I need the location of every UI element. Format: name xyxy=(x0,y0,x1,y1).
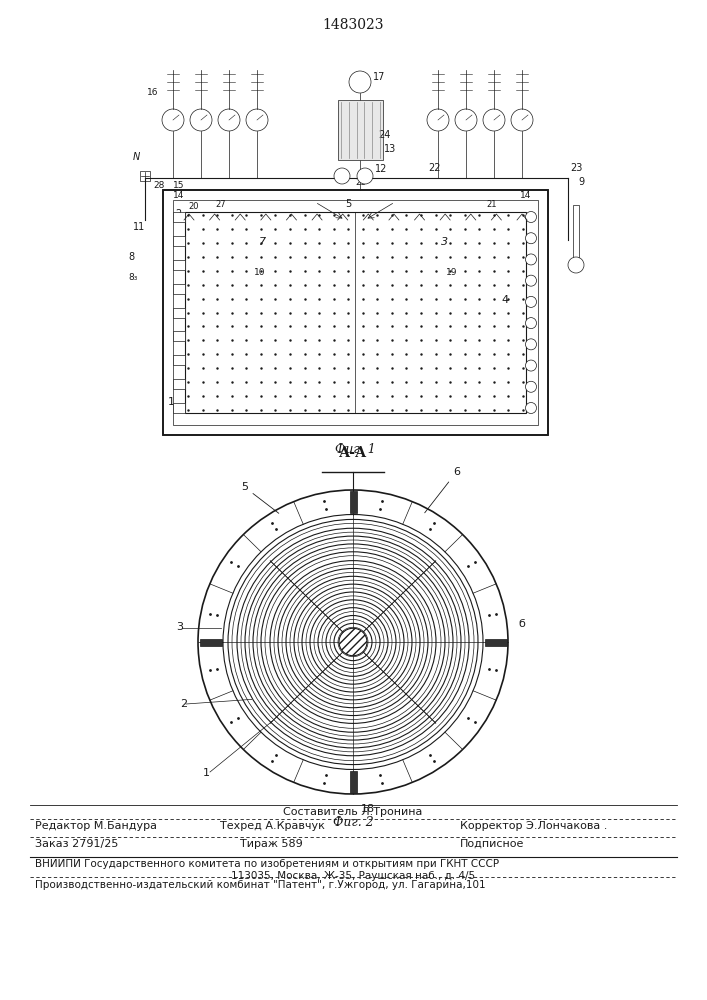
Text: Корректор Э.Лончакова .: Корректор Э.Лончакова . xyxy=(460,821,607,831)
Bar xyxy=(173,331,185,341)
Text: 14: 14 xyxy=(173,191,185,200)
Ellipse shape xyxy=(223,515,483,769)
Text: 19: 19 xyxy=(446,268,457,277)
Text: 5: 5 xyxy=(241,482,279,513)
Bar xyxy=(173,212,185,222)
Text: 9: 9 xyxy=(578,177,584,187)
Circle shape xyxy=(525,339,537,350)
Text: 1483023: 1483023 xyxy=(322,18,384,32)
Circle shape xyxy=(525,233,537,244)
Circle shape xyxy=(525,212,537,223)
Bar xyxy=(185,212,526,413)
Circle shape xyxy=(525,318,537,329)
Circle shape xyxy=(568,257,584,273)
Text: 21: 21 xyxy=(486,200,496,209)
Circle shape xyxy=(525,402,537,414)
Text: 10: 10 xyxy=(254,268,266,277)
Bar xyxy=(338,100,383,160)
Text: 5: 5 xyxy=(345,199,351,209)
Bar xyxy=(173,355,185,365)
Circle shape xyxy=(349,71,371,93)
Circle shape xyxy=(525,381,537,392)
Ellipse shape xyxy=(339,628,367,656)
Text: 4: 4 xyxy=(501,295,508,305)
Text: 15: 15 xyxy=(173,181,185,190)
Text: 8₃: 8₃ xyxy=(128,273,137,282)
Bar xyxy=(185,212,526,413)
Circle shape xyxy=(162,109,184,131)
Circle shape xyxy=(246,109,268,131)
Text: 113035, Москва, Ж-35, Раушская наб., д. 4/5: 113035, Москва, Ж-35, Раушская наб., д. … xyxy=(231,871,475,881)
Text: 14: 14 xyxy=(520,191,532,200)
Bar xyxy=(173,308,185,318)
Text: 24: 24 xyxy=(378,130,390,140)
Bar xyxy=(173,403,185,413)
Circle shape xyxy=(427,109,449,131)
Bar xyxy=(349,491,356,513)
Text: 18: 18 xyxy=(361,804,375,814)
Bar xyxy=(173,236,185,246)
Circle shape xyxy=(190,109,212,131)
Text: б: б xyxy=(518,619,525,629)
Text: 27: 27 xyxy=(215,200,226,209)
Circle shape xyxy=(511,109,533,131)
Text: 2: 2 xyxy=(180,699,187,709)
Bar xyxy=(163,190,548,435)
Circle shape xyxy=(483,109,505,131)
Circle shape xyxy=(455,109,477,131)
Text: Техред А.Кравчук: Техред А.Кравчук xyxy=(220,821,325,831)
Text: 11: 11 xyxy=(133,222,145,232)
Text: Фиг. 2: Фиг. 2 xyxy=(332,816,373,829)
Text: Подписное: Подписное xyxy=(460,839,525,849)
Text: Составитель Л.Тронина: Составитель Л.Тронина xyxy=(284,807,423,817)
Text: А-А: А-А xyxy=(339,446,367,460)
Text: 20: 20 xyxy=(188,202,199,211)
Text: 22: 22 xyxy=(428,163,440,173)
Circle shape xyxy=(357,168,373,184)
Bar xyxy=(484,639,506,646)
Text: 1: 1 xyxy=(203,768,210,778)
Text: 3: 3 xyxy=(176,622,183,632)
Text: Производственно-издательский комбинат "Патент", г.Ужгород, ул. Гагарина,101: Производственно-издательский комбинат "П… xyxy=(35,880,486,890)
Bar xyxy=(349,771,356,793)
Bar xyxy=(173,379,185,389)
Bar xyxy=(199,639,221,646)
Bar xyxy=(163,190,548,435)
Bar xyxy=(173,260,185,270)
Text: 12: 12 xyxy=(375,164,387,174)
Circle shape xyxy=(218,109,240,131)
Ellipse shape xyxy=(198,490,508,794)
Text: ВНИИПИ Государственного комитета по изобретениям и открытиям при ГКНТ СССР: ВНИИПИ Государственного комитета по изоб… xyxy=(35,859,499,869)
Text: Фиг. 1: Фиг. 1 xyxy=(334,443,375,456)
Text: 1: 1 xyxy=(168,397,175,407)
Circle shape xyxy=(525,360,537,371)
Circle shape xyxy=(525,254,537,265)
Text: 13: 13 xyxy=(384,144,396,154)
Circle shape xyxy=(334,168,350,184)
Text: N: N xyxy=(133,152,140,162)
Bar xyxy=(573,205,579,260)
Circle shape xyxy=(525,296,537,307)
Bar xyxy=(173,284,185,294)
Text: 3: 3 xyxy=(441,237,448,247)
Text: 16: 16 xyxy=(146,88,158,97)
Text: Тираж 589: Тираж 589 xyxy=(240,839,303,849)
Bar xyxy=(140,171,150,181)
Text: 7: 7 xyxy=(259,237,266,247)
Text: 25: 25 xyxy=(355,178,366,187)
Bar xyxy=(173,200,538,425)
Text: 8: 8 xyxy=(128,252,134,262)
Text: 17: 17 xyxy=(373,72,385,82)
Text: 6: 6 xyxy=(425,467,460,513)
Circle shape xyxy=(525,275,537,286)
Text: 23: 23 xyxy=(570,163,583,173)
Text: 2: 2 xyxy=(175,209,181,219)
Text: Редактор М.Бандура: Редактор М.Бандура xyxy=(35,821,157,831)
Text: Заказ 2791/25: Заказ 2791/25 xyxy=(35,839,118,849)
Text: 28: 28 xyxy=(153,181,164,190)
